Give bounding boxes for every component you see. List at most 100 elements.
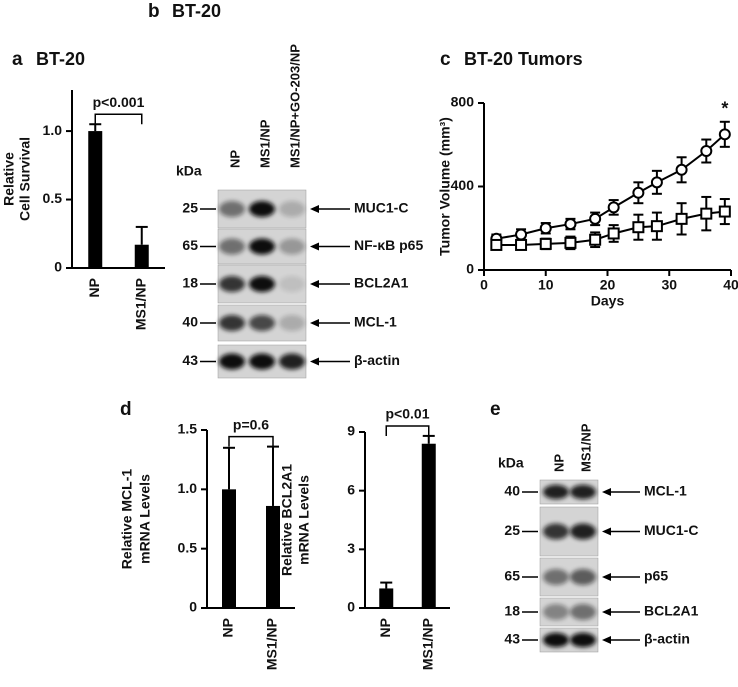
annotation: * — [721, 99, 728, 119]
x-tick-label: 40 — [723, 277, 738, 293]
marker — [607, 201, 620, 214]
y-axis-label: Relative BCL2A1 — [279, 464, 295, 576]
bar — [379, 588, 394, 608]
band-label: MCL-1 — [644, 483, 687, 499]
panel-title: BT-20 — [36, 49, 85, 69]
x-tick-label: 0 — [480, 277, 488, 293]
marker — [589, 212, 602, 225]
x-tick-label: NP — [220, 618, 236, 637]
lane-label: MS1/NP — [257, 119, 272, 168]
arrow-head — [602, 636, 611, 644]
blot-band — [249, 315, 275, 331]
significance-bracket — [228, 435, 274, 447]
significance-bracket — [385, 425, 430, 436]
blot-band — [543, 569, 569, 585]
marker — [589, 233, 602, 246]
band-label: MUC1-C — [354, 200, 408, 216]
blot-band — [279, 276, 305, 292]
panel-letter: d — [120, 399, 132, 420]
y-tick-label: 0.5 — [43, 190, 63, 206]
bar — [266, 505, 280, 608]
y-tick-label: 0 — [466, 261, 474, 277]
lane-label: NP — [227, 150, 242, 168]
y-tick-label: 9 — [347, 423, 355, 439]
band-label: β-actin — [354, 352, 400, 368]
x-tick-label: MS1/NP — [132, 278, 148, 330]
band-label: MUC1-C — [644, 522, 698, 538]
blot-band — [543, 484, 569, 500]
marker — [632, 221, 645, 234]
marker — [675, 212, 688, 225]
bar — [421, 443, 436, 608]
blot-band — [570, 523, 596, 540]
bar — [88, 131, 103, 268]
annotation: p=0.6 — [233, 416, 269, 432]
y-tick-label: 1.0 — [178, 480, 198, 496]
lane-label: NP — [551, 454, 566, 472]
blot-band — [570, 484, 596, 500]
arrow-head — [310, 319, 319, 327]
bar — [134, 244, 149, 268]
y-tick-label: 0 — [347, 599, 355, 615]
y-tick-label: 800 — [451, 94, 475, 110]
blot-band — [219, 353, 245, 370]
marker — [700, 145, 713, 158]
x-tick-label: 20 — [600, 277, 616, 293]
blot-band — [219, 315, 245, 331]
marker — [675, 163, 688, 176]
panel-letter: b — [148, 1, 160, 22]
y-axis-label: mRNA Levels — [137, 474, 153, 564]
marker — [515, 228, 528, 241]
blot-band — [249, 276, 275, 292]
kda-label: 40 — [182, 314, 198, 330]
band-label: NF-κB p65 — [354, 237, 423, 253]
arrow-head — [310, 357, 319, 366]
blot-band — [279, 238, 305, 255]
kda-label: 43 — [504, 631, 520, 647]
band-label: BCL2A1 — [354, 275, 409, 291]
arrow-head — [602, 527, 611, 536]
marker — [564, 218, 577, 231]
y-tick-label: 1.0 — [43, 122, 63, 138]
blot-band — [219, 201, 245, 217]
y-axis-label: mRNA Levels — [296, 475, 312, 565]
blot-band — [219, 276, 245, 292]
band-label: β-actin — [644, 631, 690, 647]
bar — [222, 489, 236, 608]
annotation: p<0.001 — [93, 94, 145, 110]
y-tick-label: 400 — [451, 177, 475, 193]
unit-label: kDa — [176, 163, 202, 179]
arrow-head — [602, 608, 611, 616]
panel-letter: c — [440, 49, 451, 70]
x-tick-label: MS1/NP — [419, 618, 435, 670]
blot-band — [279, 315, 305, 331]
blot-band — [219, 238, 245, 255]
x-axis-label: Days — [591, 293, 625, 309]
blot-band — [543, 604, 569, 620]
marker — [539, 222, 552, 235]
blot-band — [543, 523, 569, 540]
marker — [650, 220, 663, 233]
blot-band — [249, 353, 275, 370]
unit-label: kDa — [498, 455, 524, 471]
y-tick-label: 6 — [347, 481, 355, 497]
x-tick-label: NP — [377, 618, 393, 637]
blot-band — [570, 604, 596, 620]
kda-label: 25 — [182, 200, 198, 216]
marker — [564, 236, 577, 249]
series-line — [496, 133, 726, 240]
marker — [539, 237, 552, 250]
marker — [515, 238, 528, 251]
marker — [718, 205, 731, 218]
arrow-head — [602, 573, 611, 581]
y-tick-label: 0 — [54, 259, 62, 275]
blot-band — [249, 238, 275, 255]
marker — [607, 227, 620, 240]
arrow-head — [602, 488, 611, 496]
marker — [632, 186, 645, 199]
arrow-head — [310, 280, 319, 288]
x-tick-label: NP — [86, 278, 102, 297]
y-axis-label: Tumor Volume (mm³) — [437, 117, 453, 256]
kda-label: 43 — [182, 352, 198, 368]
band-label: BCL2A1 — [644, 603, 699, 619]
